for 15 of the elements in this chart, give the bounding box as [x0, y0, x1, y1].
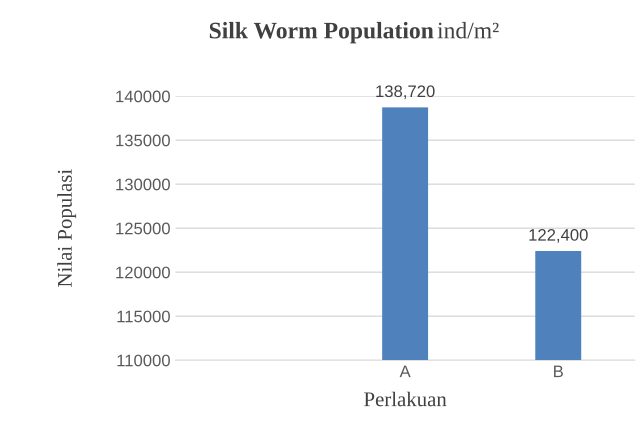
x-tick-label: B [554, 366, 563, 378]
y-tick-label: 130000 [116, 178, 170, 190]
y-tick-label: 110000 [117, 354, 170, 366]
y-tick-label: 115000 [117, 310, 170, 322]
data-label: 138,720 [376, 85, 435, 100]
x-axis-title: Perlakuan [364, 392, 446, 406]
chart-subtitle: ind/m² [438, 22, 499, 39]
x-tick-label: A [400, 366, 411, 378]
data-label: 122,400 [529, 229, 588, 243]
chart-title: Silk Worm Population [210, 22, 434, 44]
y-tick-label: 120000 [116, 266, 170, 278]
y-tick-label: 125000 [116, 222, 170, 234]
y-tick-label: 140000 [116, 90, 170, 102]
y-axis-title: Nilai Populasi [57, 169, 76, 287]
y-tick-label: 135000 [116, 134, 170, 146]
